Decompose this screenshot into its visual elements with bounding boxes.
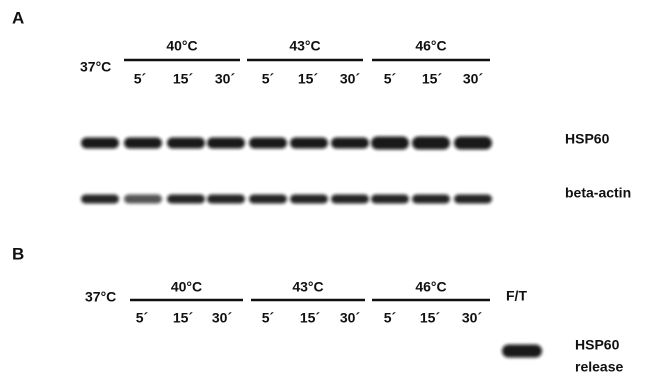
band xyxy=(454,195,492,204)
band xyxy=(167,195,205,204)
control-label: 37°C xyxy=(85,289,116,305)
band xyxy=(371,137,409,150)
temperature-label: 43°C xyxy=(292,279,323,295)
time-label: 30´ xyxy=(340,71,361,87)
lane-label: F/T xyxy=(506,288,527,304)
temperature-label: 40°C xyxy=(171,279,202,295)
band xyxy=(124,195,162,204)
band xyxy=(412,137,450,150)
blot-label: release xyxy=(575,359,623,375)
band xyxy=(81,195,119,204)
time-label: 30´ xyxy=(215,71,236,87)
band xyxy=(124,138,162,149)
band xyxy=(331,195,369,204)
figure: A 37°C 40°C 5´ 15´ 30´ 43°C 5´ 15´ 30´ 46°C 5´ 15´ 30… xyxy=(0,0,659,379)
temperature-label: 46°C xyxy=(415,279,446,295)
temperature-label: 43°C xyxy=(289,38,320,54)
time-label: 30´ xyxy=(462,310,483,326)
time-label: 30´ xyxy=(463,71,484,87)
time-label: 5´ xyxy=(384,310,397,326)
blot-label: beta-actin xyxy=(565,185,631,201)
temperature-label: 40°C xyxy=(166,38,197,54)
band xyxy=(371,195,409,204)
time-label: 5´ xyxy=(262,310,275,326)
band xyxy=(81,138,119,149)
control-label: 37°C xyxy=(80,59,111,75)
band xyxy=(207,138,245,149)
panel-label: B xyxy=(12,244,24,263)
band xyxy=(412,195,450,204)
band xyxy=(207,195,245,204)
time-label: 15´ xyxy=(422,71,443,87)
page: {"panels": [ {"label": "A", "control": "… xyxy=(0,0,659,379)
band xyxy=(249,195,287,204)
band xyxy=(454,137,492,150)
time-label: 5´ xyxy=(262,71,275,87)
time-label: 15´ xyxy=(173,71,194,87)
band xyxy=(167,138,205,149)
time-label: 30´ xyxy=(212,310,233,326)
band xyxy=(502,345,542,358)
time-label: 15´ xyxy=(420,310,441,326)
time-label: 5´ xyxy=(136,310,149,326)
band xyxy=(290,138,328,149)
time-label: 30´ xyxy=(340,310,361,326)
band xyxy=(249,138,287,149)
band xyxy=(290,195,328,204)
blot-label: HSP60 xyxy=(565,131,610,147)
temperature-label: 46°C xyxy=(415,38,446,54)
panel-label: A xyxy=(12,8,24,27)
time-label: 15´ xyxy=(300,310,321,326)
band xyxy=(331,138,369,149)
time-label: 15´ xyxy=(173,310,194,326)
blot-label: HSP60 xyxy=(575,337,620,353)
time-label: 15´ xyxy=(298,71,319,87)
time-label: 5´ xyxy=(384,71,397,87)
time-label: 5´ xyxy=(134,71,147,87)
